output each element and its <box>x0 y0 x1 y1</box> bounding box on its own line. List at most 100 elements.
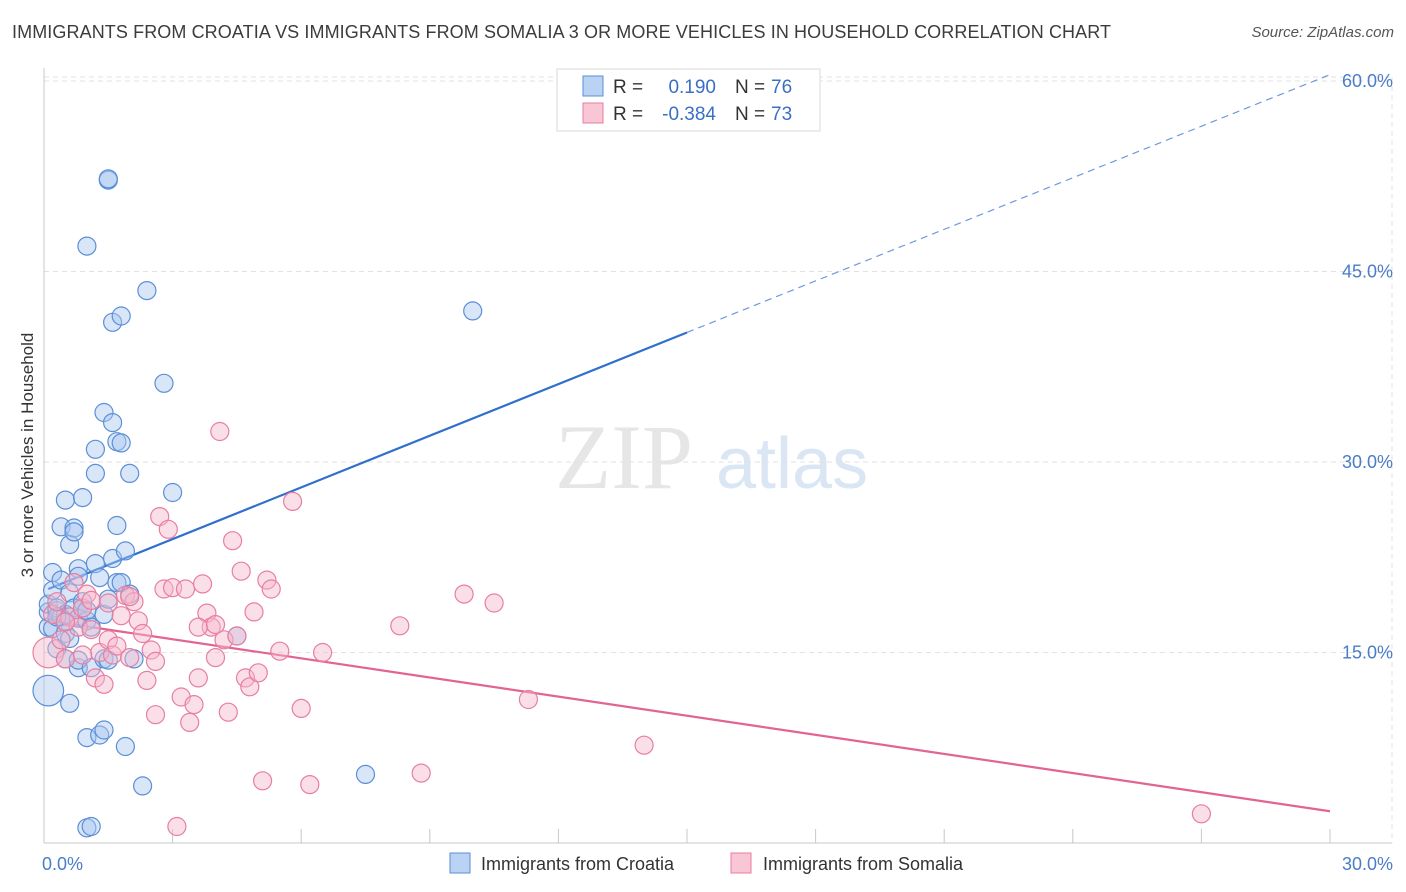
somalia-point <box>261 579 281 599</box>
croatia-point <box>94 720 114 740</box>
somalia-point <box>81 590 101 611</box>
croatia-point <box>133 776 153 796</box>
croatia-point <box>355 764 376 785</box>
somalia-point <box>51 630 71 650</box>
chart-source: Source: ZipAtlas.com <box>1251 24 1394 41</box>
somalia-point <box>64 572 84 593</box>
somalia-point <box>218 702 238 722</box>
somalia-point <box>411 763 431 783</box>
croatia-point <box>102 413 123 433</box>
somalia-point <box>145 651 166 672</box>
somalia-point <box>94 674 114 694</box>
y-tick-label: 45.0% <box>1342 262 1393 282</box>
top-legend: R = 0.190 N = 76 R = -0.384 N = 73 <box>556 68 821 132</box>
somalia-point <box>167 816 187 837</box>
legend-croatia-n-value: 76 <box>771 77 792 98</box>
croatia-point <box>64 522 84 542</box>
somalia-point <box>137 670 157 691</box>
croatia-point <box>107 515 127 536</box>
somalia-point <box>47 592 67 612</box>
watermark-atlas: atlas <box>716 424 868 504</box>
croatia-point <box>55 490 76 510</box>
somalia-point <box>210 421 230 442</box>
legend-croatia-swatch <box>582 75 604 97</box>
bottom-legend-somalia-label: Immigrants from Somalia <box>763 854 964 874</box>
legend-somalia-r-label: R = <box>613 104 643 125</box>
somalia-point <box>223 531 243 551</box>
somalia-point <box>518 689 539 710</box>
somalia-point <box>81 619 101 640</box>
watermark-zip: ZIP <box>555 406 693 508</box>
somalia-point <box>257 570 277 590</box>
somalia-point <box>231 561 251 581</box>
legend-somalia-r-value: -0.384 <box>662 104 716 125</box>
somalia-point <box>188 617 208 637</box>
somalia-point <box>205 647 226 668</box>
somalia-point <box>205 614 226 635</box>
somalia-point <box>283 491 303 511</box>
somalia-point <box>1191 804 1212 824</box>
somalia-point <box>484 593 504 613</box>
croatia-point <box>32 674 65 707</box>
somalia-trend-line <box>48 619 1331 813</box>
croatia-point <box>85 463 106 483</box>
croatia-point <box>463 301 483 321</box>
tick-labels: 15.0% 30.0% 45.0% 60.0% 0.0% 30.0% <box>42 71 1393 874</box>
somalia-point <box>72 645 93 665</box>
grid-lines <box>44 76 1393 843</box>
somalia-point <box>141 640 161 660</box>
somalia-point <box>300 774 320 795</box>
croatia-point <box>120 463 140 483</box>
y-tick-label: 15.0% <box>1342 643 1393 663</box>
croatia-point <box>81 816 101 837</box>
somalia-point <box>55 612 76 632</box>
somalia-point <box>133 623 153 644</box>
somalia-point <box>235 668 256 688</box>
somalia-point <box>145 705 166 725</box>
somalia-point <box>313 642 333 663</box>
somalia-point <box>184 694 204 715</box>
x-tick-label: 0.0% <box>42 854 83 874</box>
croatia-point <box>98 169 118 189</box>
legend-croatia-r-label: R = <box>613 77 643 98</box>
legend-somalia-swatch <box>582 102 604 124</box>
somalia-point <box>454 584 474 604</box>
y-tick-label: 60.0% <box>1342 71 1393 91</box>
data-points <box>32 169 1212 838</box>
bottom-legend-croatia-swatch <box>449 852 471 874</box>
somalia-point <box>253 771 273 791</box>
croatia-trend-line <box>47 331 688 591</box>
legend-somalia-n-label: N = <box>735 104 765 125</box>
croatia-point <box>111 433 131 453</box>
somalia-point <box>175 579 196 599</box>
somalia-point <box>107 636 127 656</box>
croatia-point <box>163 482 183 503</box>
croatia-point <box>72 488 93 508</box>
croatia-point <box>90 567 110 588</box>
somalia-point <box>180 712 200 733</box>
y-tick-label: 30.0% <box>1342 452 1393 472</box>
somalia-point <box>634 735 654 755</box>
axes <box>43 68 1392 844</box>
somalia-point <box>244 602 264 622</box>
somalia-point <box>248 663 268 683</box>
chart-title: IMMIGRANTS FROM CROATIA VS IMMIGRANTS FR… <box>12 22 1112 42</box>
somalia-point <box>188 668 208 688</box>
croatia-point <box>154 373 174 393</box>
croatia-point <box>85 439 106 459</box>
croatia-point <box>115 541 136 561</box>
croatia-point <box>137 281 157 301</box>
somalia-point <box>291 698 311 719</box>
y-axis-label: 3 or more Vehicles in Household <box>18 333 37 578</box>
somalia-point <box>98 593 118 613</box>
somalia-point <box>270 641 290 661</box>
bottom-legend: Immigrants from Croatia Immigrants from … <box>449 852 964 874</box>
bottom-legend-croatia-label: Immigrants from Croatia <box>481 854 675 874</box>
somalia-point <box>128 611 148 631</box>
somalia-point <box>120 647 140 668</box>
legend-croatia-n-label: N = <box>735 77 765 98</box>
bottom-legend-somalia-swatch <box>730 852 752 874</box>
croatia-point <box>115 736 136 757</box>
croatia-point <box>60 693 80 713</box>
